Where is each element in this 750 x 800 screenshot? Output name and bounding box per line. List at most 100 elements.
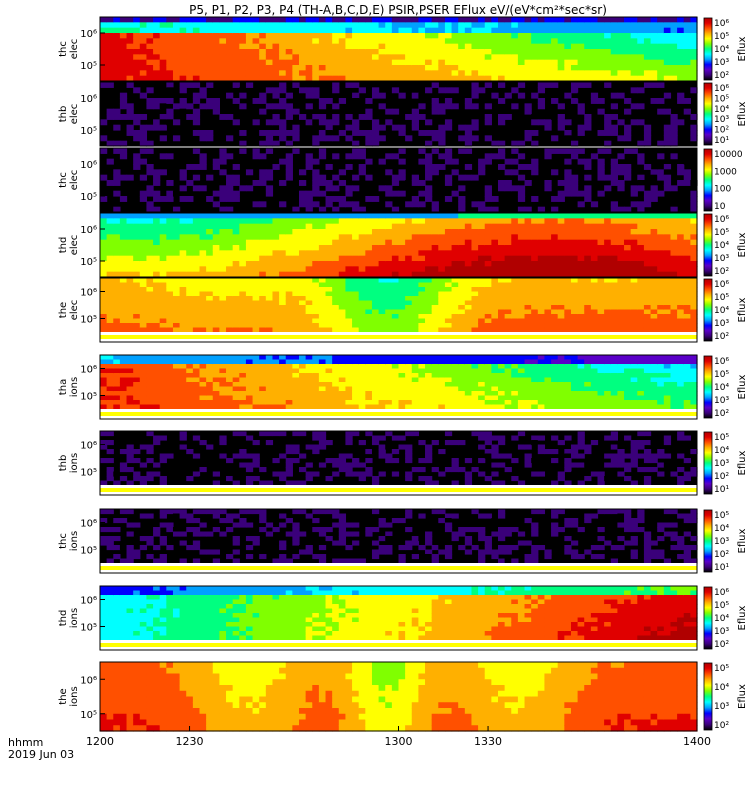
spectrogram-cell — [557, 287, 565, 293]
spectrogram-cell — [425, 250, 433, 257]
spectrogram-cell — [624, 305, 632, 311]
spectrogram-cell — [352, 65, 360, 71]
spectrogram-cell — [524, 314, 532, 320]
spectrogram-cell — [153, 368, 161, 374]
spectrogram-cell — [405, 43, 413, 50]
spectrogram-cell — [338, 266, 347, 273]
spectrogram-cell — [126, 108, 134, 115]
spectrogram-cell — [411, 54, 419, 61]
spectrogram-cell — [531, 266, 539, 273]
spectrogram-cell — [657, 75, 665, 82]
spectrogram-cell — [577, 49, 585, 55]
spectrogram-cell — [544, 185, 552, 192]
spectrogram-cell — [425, 395, 433, 401]
spectrogram-cell — [511, 43, 519, 50]
spectrogram-cell — [438, 368, 446, 374]
spectrogram-cell — [113, 43, 121, 50]
spectrogram-cell — [385, 17, 393, 23]
spectrogram-cell — [471, 391, 479, 397]
spectrogram-cell — [690, 261, 698, 267]
spectrogram-cell — [139, 223, 148, 230]
spectrogram-cell — [564, 305, 572, 311]
spectrogram-cell — [146, 169, 154, 176]
spectrogram-cell — [365, 395, 373, 401]
spectrogram-cell — [544, 355, 552, 361]
spectrogram-cell — [179, 49, 187, 55]
spectrogram-cell — [418, 114, 426, 120]
spectrogram-cell — [670, 300, 678, 306]
spectrogram-cell — [299, 323, 307, 329]
spectrogram-cell — [451, 103, 459, 110]
spectrogram-cell — [431, 404, 439, 410]
spectrogram-cell — [398, 373, 406, 379]
colorbar-tick-label: 10³ — [714, 115, 729, 125]
spectrogram-cell — [385, 54, 393, 61]
spectrogram-cell — [531, 245, 539, 251]
spectrogram-cell — [153, 327, 161, 333]
spectrogram-cell — [385, 65, 393, 71]
spectrogram-cell — [690, 250, 698, 257]
spectrogram-cell — [683, 287, 691, 293]
spectrogram-cell — [398, 300, 406, 306]
spectrogram-cell — [219, 373, 227, 379]
spectrogram-cell — [570, 82, 579, 88]
spectrogram-cell — [478, 250, 486, 257]
spectrogram-cell — [624, 318, 632, 324]
spectrogram-cell — [438, 382, 446, 388]
spectrogram-cell — [299, 239, 307, 246]
spectrogram-cell — [345, 382, 353, 388]
spectrogram-cell — [444, 266, 453, 273]
spectrogram-cell — [345, 404, 353, 410]
spectrogram-cell — [153, 291, 161, 297]
spectrogram-cell — [192, 22, 201, 29]
spectrogram-cell — [285, 309, 293, 315]
spectrogram-cell — [617, 318, 625, 324]
spectrogram-cell — [199, 59, 207, 66]
spectrogram-cell — [650, 17, 658, 23]
spectrogram-cell — [451, 22, 459, 29]
spectrogram-cell — [146, 266, 154, 273]
spectrogram-cell — [192, 296, 201, 302]
spectrogram-cell — [219, 327, 227, 333]
spectrogram-cell — [643, 43, 652, 50]
spectrogram-cell — [517, 391, 526, 397]
spectrogram-cell — [391, 87, 400, 94]
spectrogram-cell — [299, 43, 307, 50]
spectrogram-cell — [637, 323, 645, 329]
spectrogram-cell — [245, 70, 254, 77]
spectrogram-cell — [153, 70, 161, 77]
spectrogram-cell — [358, 87, 366, 94]
spectrogram-cell — [391, 359, 400, 365]
panel-probe-label: thc — [58, 41, 69, 57]
spectrogram-cell — [139, 49, 148, 55]
spectrogram-cell — [537, 33, 546, 39]
spectrogram-cell — [458, 314, 466, 320]
spectrogram-cell — [338, 291, 347, 297]
spectrogram-cell — [312, 355, 320, 361]
spectrogram-cell — [458, 174, 466, 181]
spectrogram-cell — [232, 373, 240, 379]
spectrogram-cell — [537, 59, 546, 66]
spectrogram-cell — [418, 33, 426, 39]
spectrogram-cell — [272, 119, 280, 126]
colorbar-tick-label: 10⁵ — [714, 293, 729, 303]
spectrogram-cell — [471, 33, 479, 39]
spectrogram-cell — [504, 391, 512, 397]
spectrogram-cell — [564, 92, 572, 99]
spectrogram-cell — [265, 140, 274, 147]
spectrogram-cell — [139, 196, 148, 202]
colorbar-tick-label: 10¹ — [714, 136, 729, 146]
spectrogram-cell — [677, 282, 685, 288]
spectrogram-cell — [431, 309, 439, 315]
spectrogram-cell — [491, 282, 499, 288]
spectrogram-cell — [391, 33, 400, 39]
spectrogram-cell — [226, 70, 234, 77]
spectrogram-cell — [199, 164, 207, 170]
spectrogram-cell — [219, 291, 227, 297]
spectrogram-cell — [371, 229, 380, 235]
spectrogram-cell — [172, 27, 181, 34]
spectrogram-cell — [683, 296, 691, 302]
spectrogram-cell — [484, 287, 492, 293]
spectrogram-cell — [491, 255, 499, 262]
spectrogram-cell — [418, 314, 426, 320]
